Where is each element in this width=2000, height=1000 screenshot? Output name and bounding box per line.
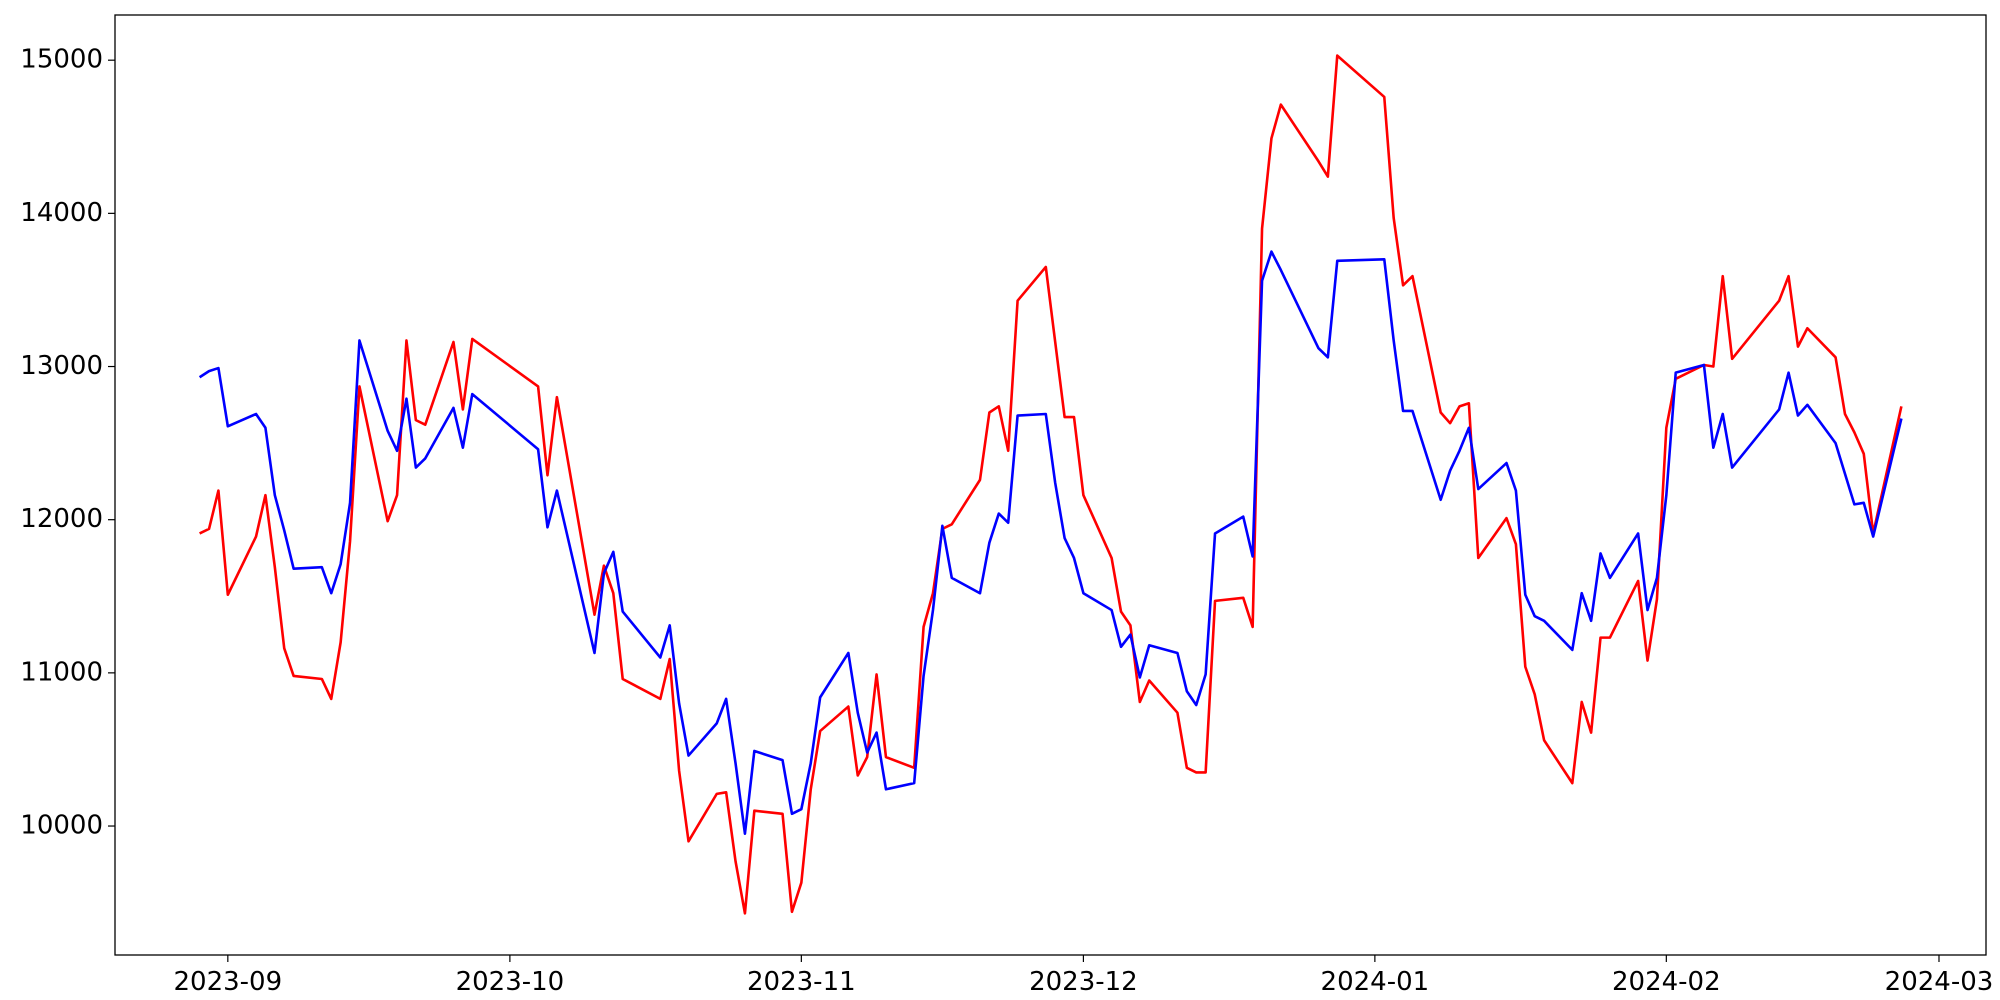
x-tick-label: 2023-11: [747, 967, 856, 997]
data-line: [199, 54, 1903, 915]
plot-frame: [114, 14, 1987, 956]
x-tick-label: 2024-01: [1321, 967, 1430, 997]
y-tick-label: 10000: [20, 811, 103, 841]
x-tick-label: 2024-02: [1612, 967, 1721, 997]
y-tick-label: 14000: [20, 198, 103, 228]
y-tick-label: 12000: [20, 504, 103, 534]
x-tick-label: 2024-03: [1885, 967, 1994, 997]
y-tick-label: 11000: [20, 657, 103, 687]
x-tick-label: 2023-09: [174, 967, 283, 997]
y-tick-label: 13000: [20, 351, 103, 381]
y-tick-label: 15000: [20, 45, 103, 75]
x-tick-label: 2023-10: [456, 967, 565, 997]
x-tick-label: 2023-12: [1029, 967, 1138, 997]
data-line: [198, 250, 1903, 835]
